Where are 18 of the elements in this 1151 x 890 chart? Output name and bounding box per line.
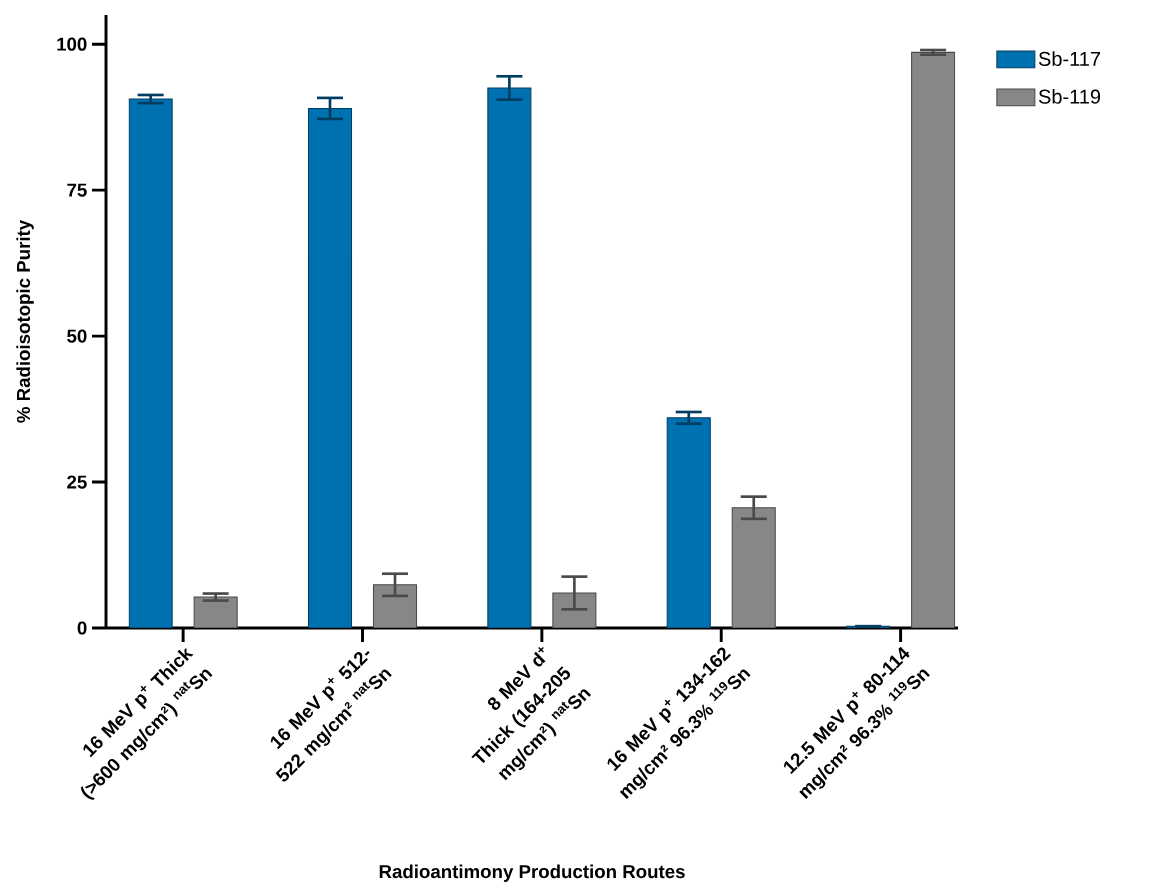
y-tick-label: 100 bbox=[57, 37, 87, 51]
bar bbox=[372, 584, 418, 628]
bar bbox=[731, 507, 776, 628]
bar bbox=[128, 98, 173, 628]
y-tick-label: 25 bbox=[67, 475, 87, 489]
bar bbox=[666, 417, 711, 628]
bar bbox=[487, 87, 532, 628]
bar bbox=[193, 596, 238, 628]
y-tick-label: 75 bbox=[67, 183, 87, 197]
y-axis-title: % Radioisotopic Purity bbox=[16, 219, 34, 423]
bar bbox=[307, 107, 353, 628]
y-tick-label: 50 bbox=[67, 329, 87, 343]
legend-label: Sb-117 bbox=[1038, 51, 1101, 66]
x-axis-title: Radioantimony Production Routes bbox=[379, 864, 685, 882]
bar bbox=[552, 592, 597, 628]
y-tick-label: 0 bbox=[77, 621, 87, 635]
legend-label: Sb-119 bbox=[1038, 89, 1101, 104]
bar bbox=[911, 51, 956, 628]
